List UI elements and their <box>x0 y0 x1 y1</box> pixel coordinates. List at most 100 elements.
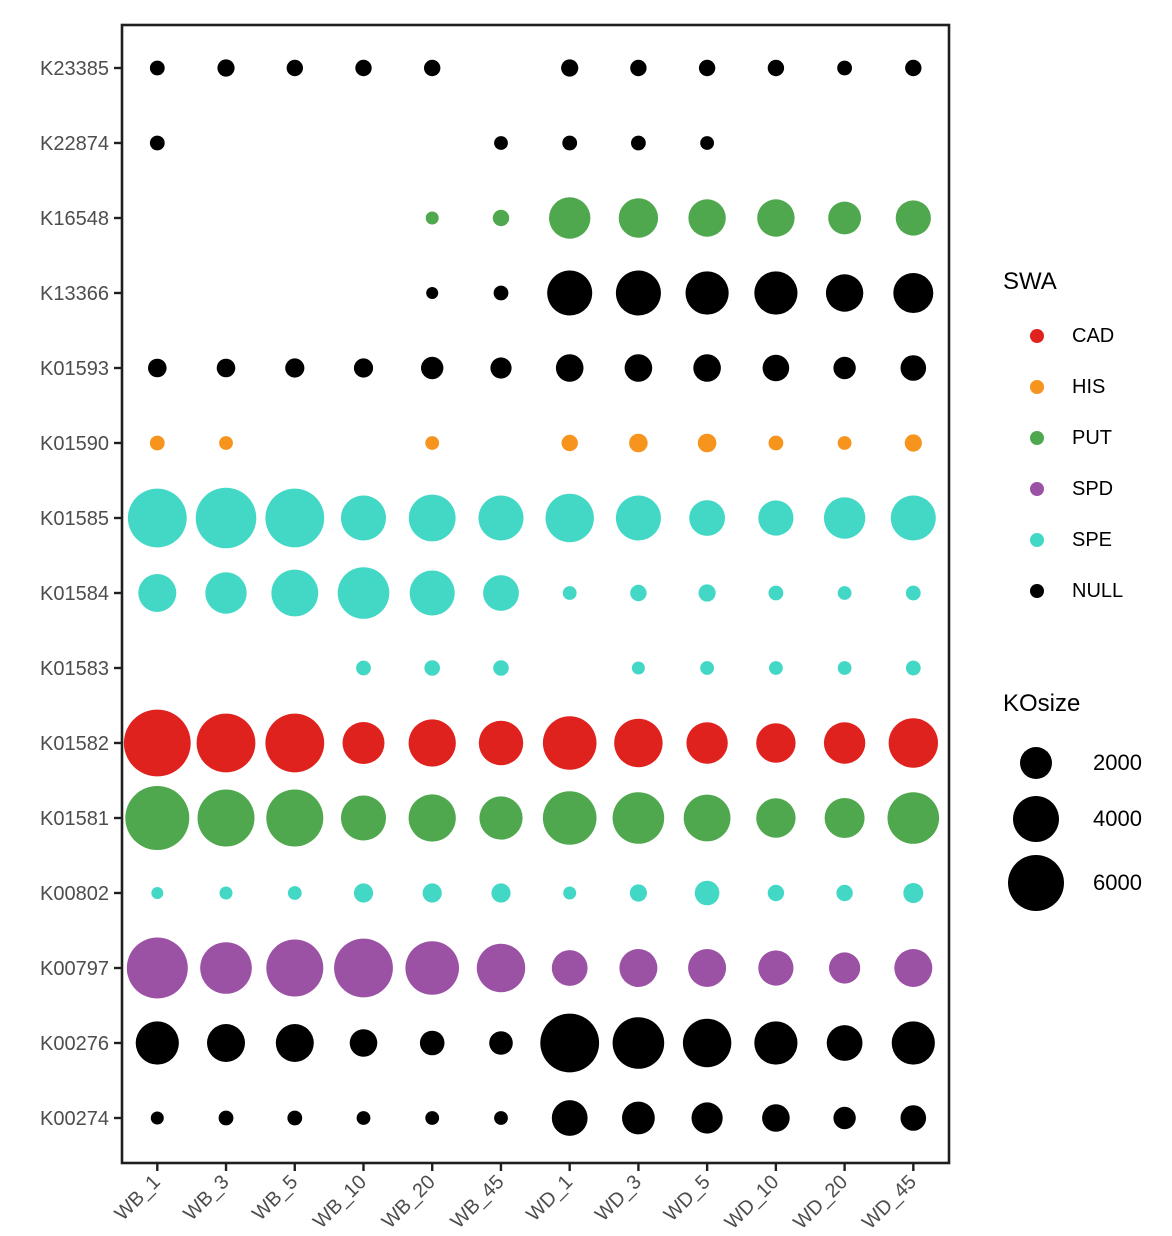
bubble-K23385-WB_3 <box>217 59 235 77</box>
swa-legend-label-null: NULL <box>1072 579 1124 602</box>
bubble-K01590-WB_3 <box>219 436 233 450</box>
bubble-K01593-WB_5 <box>285 358 305 378</box>
bubble-K01583-WD_5 <box>700 661 714 675</box>
bubble-K00276-WD_45 <box>891 1021 935 1065</box>
bubble-K01590-WB_20 <box>425 436 440 450</box>
bubble-K00276-WD_5 <box>682 1018 732 1068</box>
bubble-K00802-WB_3 <box>219 886 233 900</box>
spd-color-dot-icon <box>1030 482 1044 496</box>
bubble-K01582-WD_5 <box>686 722 728 764</box>
bubble-K00276-WB_20 <box>419 1030 445 1056</box>
bubble-K01582-WD_45 <box>888 718 938 768</box>
bubble-K01593-WB_3 <box>216 358 236 378</box>
bubble-K00797-WD_10 <box>758 950 794 986</box>
bubble-K01582-WD_10 <box>756 723 796 763</box>
bubble-K01590-WD_45 <box>904 434 922 452</box>
y-axis-label-K01585: K01585 <box>40 508 109 530</box>
bubble-K22874-WD_5 <box>700 136 714 150</box>
bubble-K00274-WB_20 <box>425 1111 440 1125</box>
bubble-K01584-WD_1 <box>562 586 577 600</box>
bubble-K01584-WD_3 <box>630 584 647 602</box>
y-axis-label-K01590: K01590 <box>40 433 109 455</box>
bubble-K01581-WD_5 <box>683 794 731 842</box>
swa-legend-label-cad: CAD <box>1072 324 1115 347</box>
swa-legend-title: SWA <box>1003 268 1057 295</box>
bubble-K13366-WD_3 <box>615 270 661 316</box>
bubble-K01585-WD_1 <box>545 493 594 543</box>
bubble-K23385-WD_10 <box>767 59 785 77</box>
y-axis-label-K00276: K00276 <box>40 1033 109 1055</box>
bubble-K00797-WD_45 <box>894 949 933 987</box>
bubble-K00797-WD_20 <box>829 952 861 984</box>
bubble-K01581-WD_3 <box>612 792 665 844</box>
bubble-K00802-WD_5 <box>694 880 720 906</box>
bubble-K01593-WD_10 <box>762 354 790 382</box>
his-color-dot-icon <box>1030 380 1044 394</box>
bubble-K00274-WD_5 <box>691 1102 723 1134</box>
bubble-K01583-WB_45 <box>493 660 509 676</box>
bubble-K00802-WD_3 <box>629 884 648 902</box>
bubble-K00274-WD_1 <box>551 1100 588 1136</box>
swa-legend-label-spe: SPE <box>1072 528 1113 551</box>
bubble-K01583-WD_45 <box>905 660 921 676</box>
swa-legend-label-his: HIS <box>1072 375 1106 398</box>
bubble-K00802-WB_1 <box>151 887 164 899</box>
swa-legend-item-spd: SPD <box>1030 474 1113 504</box>
swa-legend-item-cad: CAD <box>1030 321 1114 351</box>
bubble-K00802-WD_20 <box>836 884 853 902</box>
swa-legend-label-put: PUT <box>1072 426 1112 449</box>
x-axis-label-WD_1: WD_1 <box>522 1171 577 1226</box>
y-axis-label-K01583: K01583 <box>40 658 109 680</box>
bubble-K01581-WB_20 <box>408 794 456 842</box>
bubble-K01593-WB_10 <box>353 358 374 378</box>
bubble-K00802-WD_1 <box>563 886 577 900</box>
bubble-K23385-WB_5 <box>286 59 303 77</box>
bubble-K00802-WD_10 <box>767 884 785 902</box>
bubble-K13366-WD_5 <box>685 271 729 315</box>
bubble-K01582-WB_10 <box>342 722 385 764</box>
bubble-K01583-WD_20 <box>837 661 852 675</box>
bubble-K00797-WB_5 <box>266 939 324 997</box>
bubble-K01593-WB_1 <box>148 358 167 378</box>
bubble-K01582-WB_20 <box>408 719 456 767</box>
y-axis-label-K23385: K23385 <box>40 58 109 80</box>
bubble-K00274-WD_20 <box>833 1106 856 1130</box>
bubble-K01593-WD_45 <box>900 355 927 381</box>
bubble-K01585-WB_45 <box>478 495 524 541</box>
bubble-K01582-WD_20 <box>823 722 866 764</box>
bubble-K16548-WD_20 <box>828 201 861 235</box>
bubble-K01584-WB_45 <box>483 575 519 611</box>
bubble-K13366-WD_1 <box>547 270 593 316</box>
x-axis-label-WB_20: WB_20 <box>378 1171 440 1233</box>
bubble-K01581-WB_1 <box>125 786 190 850</box>
swa-legend-label-spd: SPD <box>1072 477 1114 500</box>
y-axis-label-K13366: K13366 <box>40 283 109 305</box>
y-axis-label-K00274: K00274 <box>40 1108 109 1130</box>
bubble-K23385-WD_3 <box>630 59 647 77</box>
bubble-K01582-WD_3 <box>614 718 663 768</box>
x-axis-label-WB_45: WB_45 <box>447 1171 509 1233</box>
bubble-K01581-WB_45 <box>479 796 523 840</box>
bubble-K01582-WB_1 <box>123 709 191 777</box>
bubble-K01585-WD_20 <box>823 497 866 539</box>
bubble-K01582-WB_5 <box>265 713 325 773</box>
bubble-K01585-WD_10 <box>758 500 794 536</box>
bubble-K01584-WB_10 <box>337 567 390 619</box>
bubble-K00797-WB_10 <box>334 938 393 998</box>
x-axis-label-WB_3: WB_3 <box>179 1171 233 1225</box>
bubble-K23385-WD_5 <box>698 59 716 77</box>
bubble-K01590-WD_1 <box>561 434 578 452</box>
bubble-K16548-WD_3 <box>618 198 659 238</box>
bubble-K01585-WB_1 <box>127 488 187 548</box>
bubble-K00276-WD_1 <box>540 1013 600 1073</box>
kosize-legend-label-6000: 6000 <box>1093 870 1142 895</box>
bubble-K00276-WD_3 <box>612 1017 665 1069</box>
bubble-K00274-WB_3 <box>218 1110 234 1126</box>
bubble-K01581-WB_3 <box>197 789 255 847</box>
x-axis-label-WB_1: WB_1 <box>111 1171 165 1225</box>
bubble-K01590-WD_10 <box>768 435 784 451</box>
bubble-K01581-WB_10 <box>341 795 386 841</box>
bubble-K22874-WD_1 <box>562 135 578 151</box>
null-color-dot-icon <box>1030 584 1044 598</box>
